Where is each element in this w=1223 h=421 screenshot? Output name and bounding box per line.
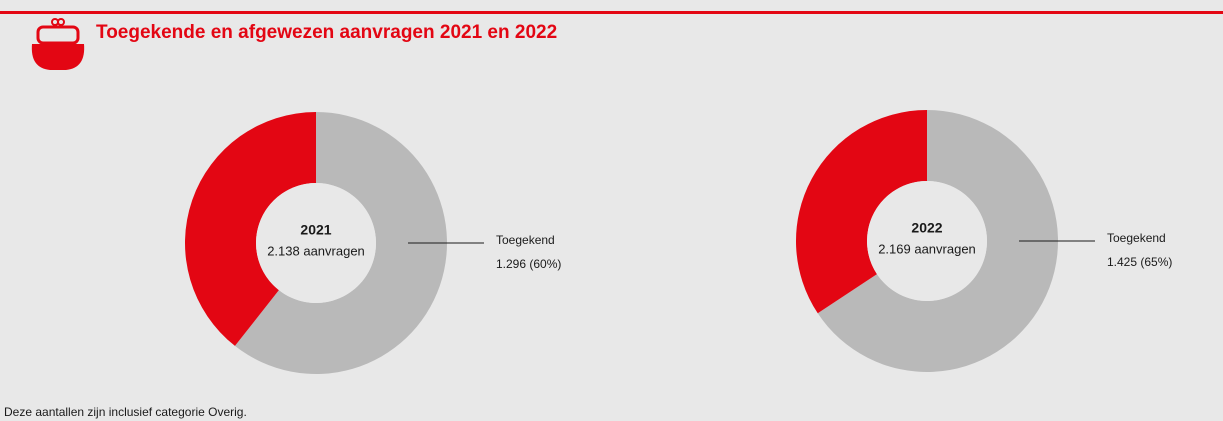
title: Toegekende en afgewezen aanvragen 2021 e… <box>96 22 557 43</box>
top-rule <box>0 11 1223 14</box>
donut-slice <box>234 112 447 375</box>
slice-label: Toegekend <box>496 233 555 247</box>
slice-value-label: 1.425 (65%) <box>1107 255 1172 269</box>
donut-slice <box>795 110 927 314</box>
center-title: 2021 <box>300 222 331 238</box>
purse-icon <box>31 18 85 70</box>
donut-hole <box>867 181 987 301</box>
donut-hole <box>256 183 376 303</box>
center-title: 2022 <box>911 220 942 236</box>
center-text: 2.138 aanvragen <box>267 243 365 258</box>
slice-value-label: 1.296 (60%) <box>496 257 561 271</box>
footnote: Deze aantallen zijn inclusief categorie … <box>4 405 247 419</box>
donut-slice <box>817 110 1058 372</box>
center-text: 2.169 aanvragen <box>878 241 976 256</box>
donut-slice <box>184 112 316 346</box>
slice-label: Toegekend <box>1107 231 1166 245</box>
